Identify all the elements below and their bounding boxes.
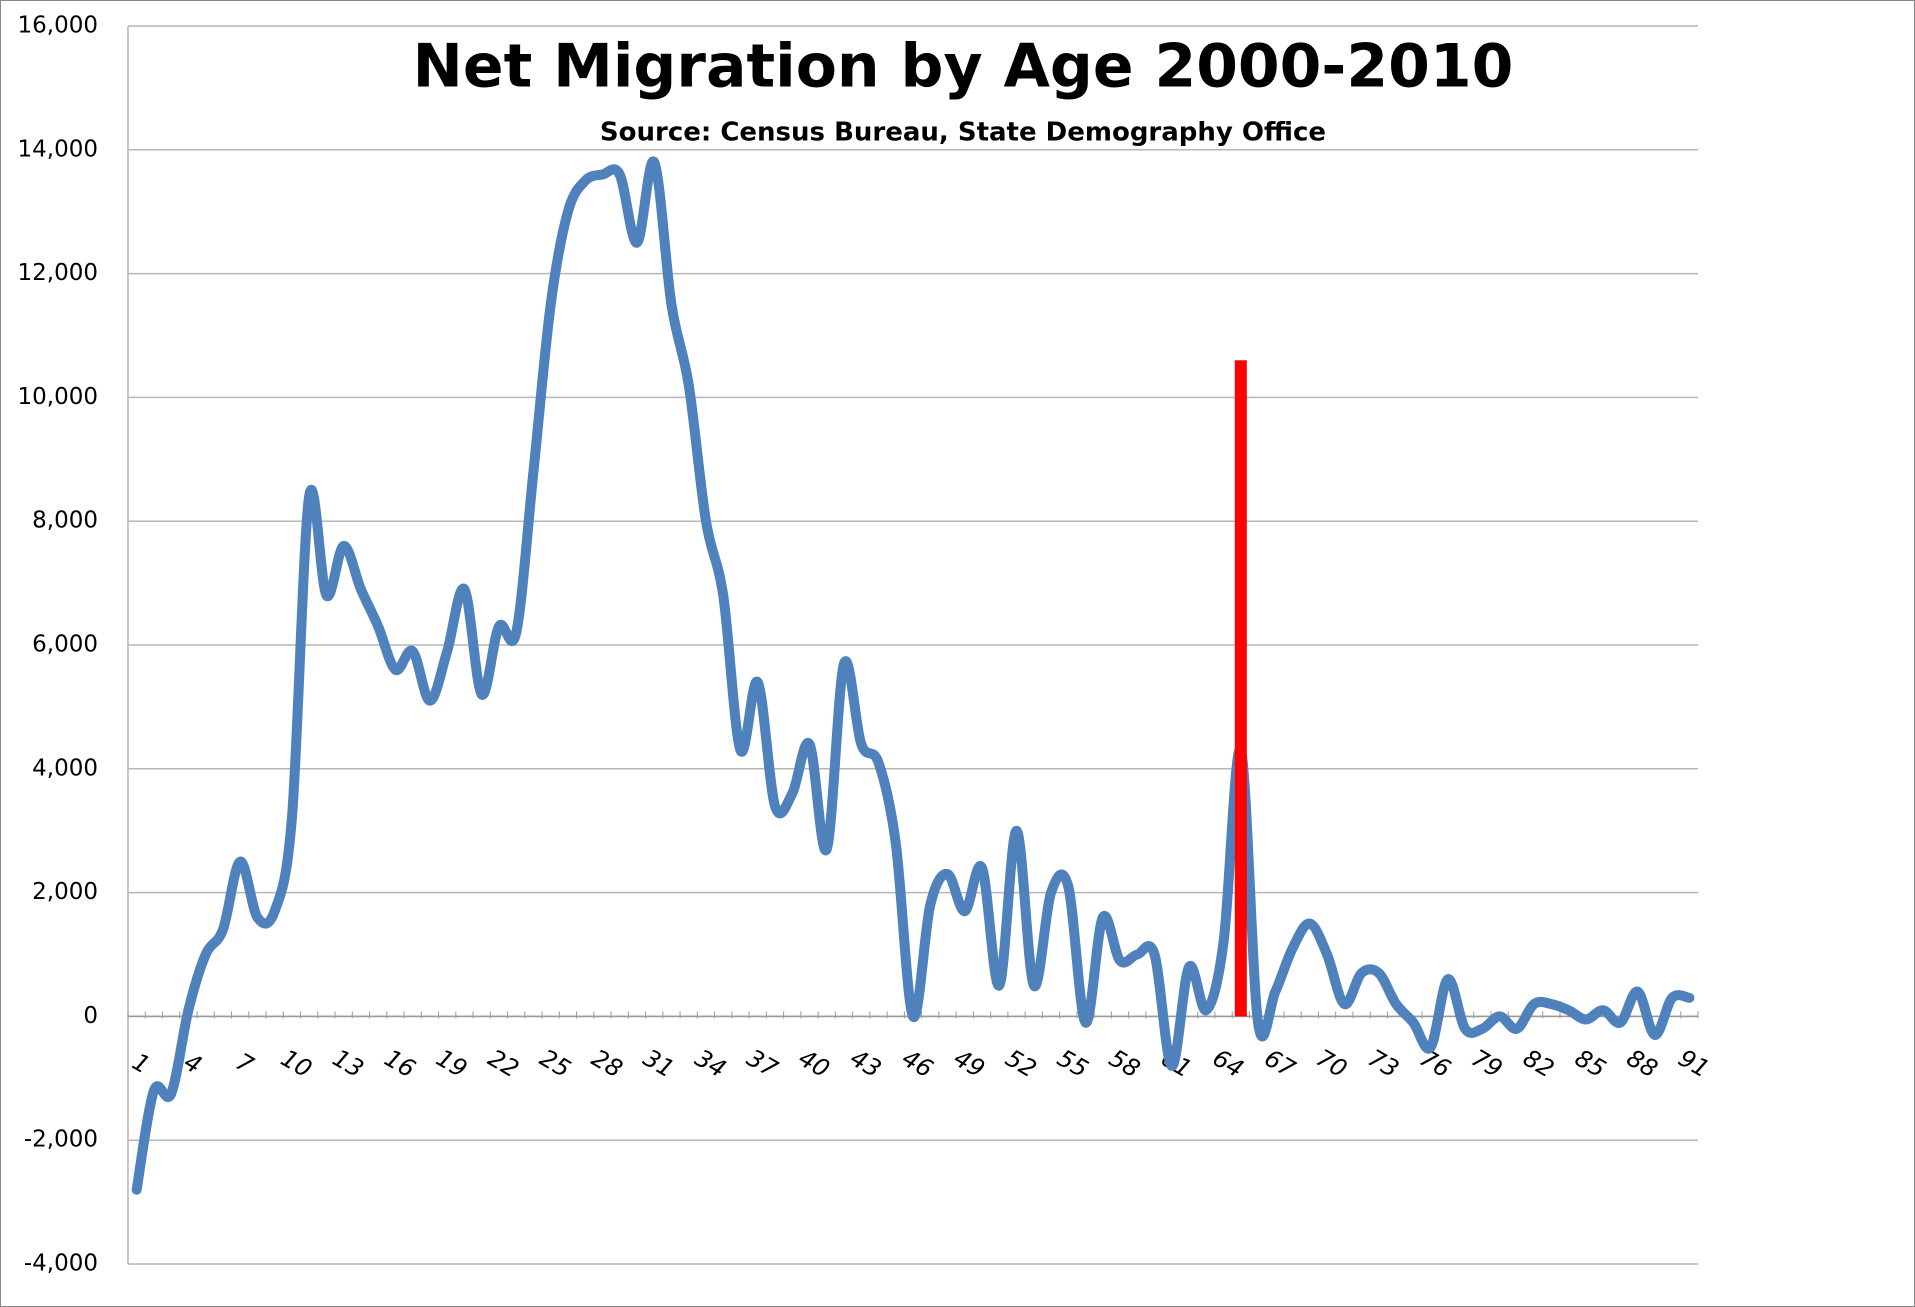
y-tick-label: -4,000	[24, 1251, 98, 1277]
y-tick-label: 8,000	[32, 508, 98, 534]
chart-title: Net Migration by Age 2000-2010	[413, 32, 1514, 102]
data-line	[131, 156, 1695, 1195]
chart-subtitle: Source: Census Bureau, State Demography …	[600, 118, 1326, 148]
y-tick-label: -2,000	[24, 1127, 98, 1153]
y-tick-label: 12,000	[18, 260, 98, 286]
y-tick-label: 6,000	[32, 632, 98, 658]
y-tick-label: 0	[83, 1003, 98, 1029]
y-tick-label: 4,000	[32, 755, 98, 781]
y-tick-label: 10,000	[18, 384, 98, 410]
y-tick-label: 2,000	[32, 879, 98, 905]
y-tick-label: 14,000	[18, 136, 98, 162]
y-tick-label: 16,000	[18, 13, 98, 39]
